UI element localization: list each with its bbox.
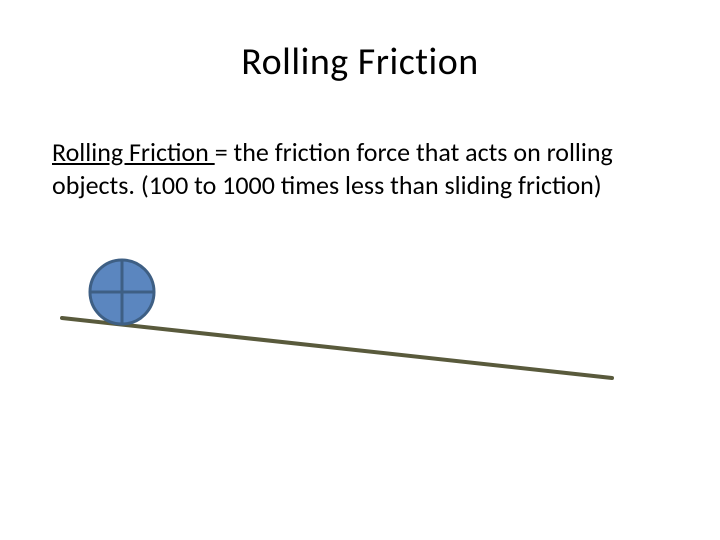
ramp-line [62,318,612,378]
slide-title: Rolling Friction [0,39,720,85]
definition-term: Rolling Friction [52,136,215,168]
slide: Rolling Friction Rolling Friction = the … [0,0,720,540]
definition-paragraph: Rolling Friction = the friction force th… [52,136,668,201]
rolling-friction-diagram [52,240,617,420]
